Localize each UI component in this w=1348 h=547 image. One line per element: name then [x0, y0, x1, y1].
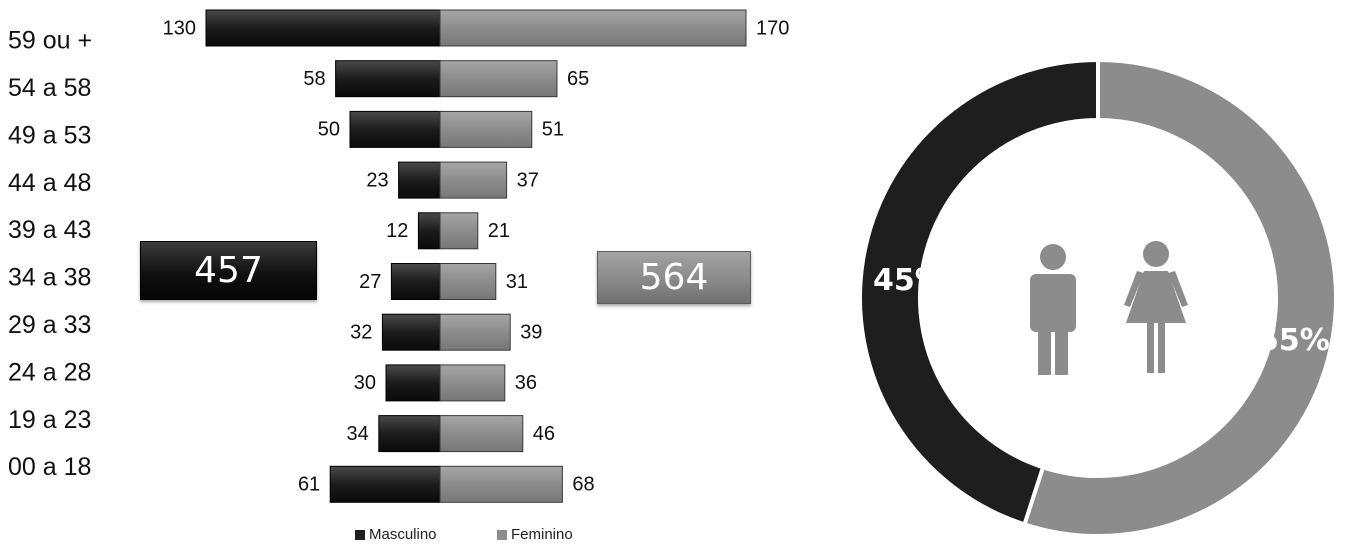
category-label: 24 a 28: [8, 358, 91, 386]
category-label: 49 a 53: [8, 121, 91, 149]
female-bar: [439, 60, 558, 98]
category-label: 59 ou +: [8, 27, 92, 55]
legend-swatch-feminino: [497, 529, 507, 540]
legend-label-masculino: Masculino: [369, 526, 437, 543]
donut-slice-male: [858, 57, 1100, 527]
legend-item-masculino: Masculino: [355, 526, 437, 543]
male-bar: [205, 9, 441, 47]
male-bar: [335, 60, 441, 98]
male-value-label: 61: [298, 474, 320, 496]
category-label: 00 a 18: [8, 453, 91, 481]
male-percent-label: 45%: [873, 263, 945, 298]
female-bar: [439, 263, 497, 300]
male-value-label: 58: [303, 68, 325, 90]
category-label: 29 a 33: [8, 311, 91, 339]
female-bar: [439, 465, 563, 503]
male-bar: [349, 110, 441, 148]
female-value-label: 31: [506, 271, 528, 293]
male-bar: [329, 465, 441, 503]
population-pyramid: 59 ou + 130 170 54 a 58 58 65 49 a 53 50 51 44 a …: [8, 9, 789, 503]
male-bar: [390, 263, 441, 300]
category-label: 39 a 43: [8, 216, 91, 244]
category-label: 54 a 58: [8, 74, 91, 102]
female-value-label: 21: [488, 220, 510, 242]
male-total-value: 457: [194, 250, 263, 291]
female-value-label: 37: [517, 169, 539, 191]
gender-donut-chart: [858, 57, 1338, 535]
male-total-box: 457: [140, 241, 317, 300]
male-value-label: 23: [366, 169, 388, 191]
male-value-label: 12: [386, 220, 408, 242]
male-value-label: 32: [350, 321, 372, 343]
male-value-label: 130: [163, 17, 196, 39]
male-value-label: 50: [318, 119, 340, 141]
male-icon: [1030, 244, 1076, 375]
male-bar: [381, 313, 441, 351]
category-label: 34 a 38: [8, 264, 91, 292]
female-bar: [439, 9, 747, 47]
female-bar: [439, 161, 508, 199]
female-bar: [439, 415, 524, 453]
male-value-label: 34: [347, 423, 369, 445]
female-bar: [439, 110, 533, 148]
female-value-label: 36: [515, 372, 537, 394]
donut-slice-female: [1021, 57, 1338, 535]
female-bar: [439, 364, 506, 402]
male-bar: [398, 161, 441, 199]
female-value-label: 46: [533, 423, 555, 445]
female-bar: [439, 313, 511, 351]
legend-item-feminino: Feminino: [497, 526, 573, 543]
female-total-box: 564: [597, 251, 751, 304]
female-value-label: 170: [756, 17, 789, 39]
female-value-label: 51: [542, 119, 564, 141]
legend-label-feminino: Feminino: [511, 526, 573, 543]
female-percent-label: 55%: [1258, 323, 1330, 358]
male-bar: [378, 415, 441, 453]
female-value-label: 65: [567, 68, 589, 90]
category-label: 19 a 23: [8, 406, 91, 434]
female-bar: [439, 212, 479, 250]
female-icon: [1124, 241, 1188, 373]
male-value-label: 27: [359, 271, 381, 293]
male-bar: [417, 212, 441, 250]
category-label: 44 a 48: [8, 169, 91, 197]
female-total-value: 564: [639, 257, 709, 298]
female-value-label: 39: [520, 321, 542, 343]
male-bar: [385, 364, 441, 402]
female-value-label: 68: [572, 474, 594, 496]
legend-swatch-masculino: [355, 529, 365, 540]
male-value-label: 30: [354, 372, 376, 394]
